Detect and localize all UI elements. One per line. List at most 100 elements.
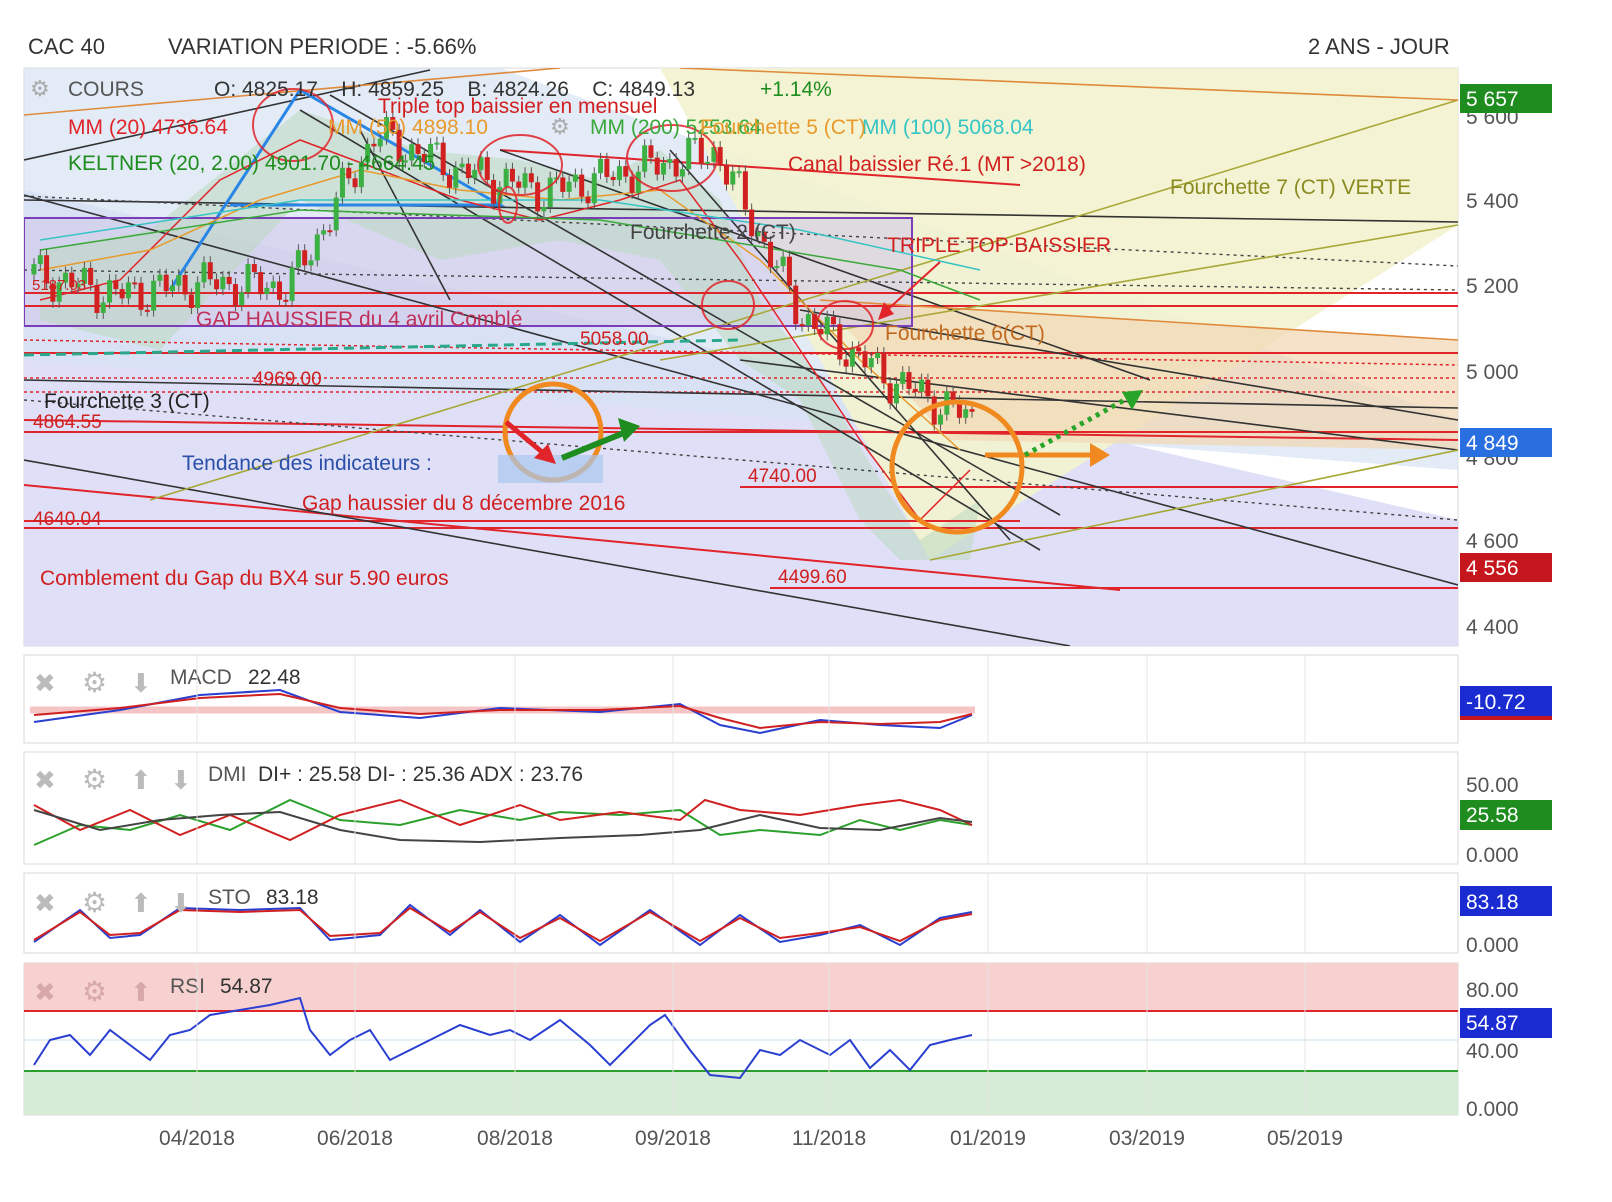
gear-icon[interactable]: ⚙ [82, 764, 107, 795]
candle-body [352, 178, 358, 188]
candle-body [585, 196, 591, 204]
close-icon[interactable]: ✖ [34, 668, 56, 698]
candle-body [768, 241, 774, 268]
candle-body [919, 379, 925, 392]
macd-value: 22.48 [248, 666, 301, 689]
orange-arrow-head [1090, 443, 1110, 467]
candle-body [283, 299, 289, 302]
arrow-down-icon[interactable]: ⬇ [170, 765, 192, 795]
arrow-down-icon[interactable]: ⬇ [130, 668, 152, 698]
candle-body [377, 138, 383, 147]
candle-body [434, 142, 440, 145]
candle-body [295, 250, 301, 268]
candle-body [302, 250, 308, 266]
badge-low [1460, 553, 1552, 582]
candle-body [535, 182, 541, 212]
candle-body [453, 167, 459, 188]
candle-body [698, 137, 704, 164]
candle-body [661, 162, 667, 175]
candle-body [132, 282, 138, 285]
candlesticks [31, 111, 975, 431]
candle-body [868, 357, 874, 368]
mm20-label: MM (20) 4736.64 [68, 116, 228, 139]
candle-body [705, 161, 711, 164]
annotation-level-4969: 4969.00 [253, 369, 322, 390]
close-icon[interactable]: ✖ [34, 765, 56, 795]
annotation-level-4864: 4864.55 [33, 412, 102, 433]
annotation-triple-top-mensuel: Triple top baissier en mensuel [378, 95, 657, 118]
close-icon[interactable]: ✖ [34, 977, 56, 1007]
candle-body [321, 230, 327, 235]
candle-body [459, 163, 465, 168]
dmi-badge [1460, 800, 1552, 830]
candle-body [207, 262, 213, 280]
candle-body [679, 169, 685, 177]
candle-body [314, 234, 320, 261]
time-tick: 04/2018 [159, 1127, 235, 1150]
macd-panel: ✖ ⚙ ⬇ MACD 22.48 -10.72 [23, 654, 1552, 744]
candle-body [428, 143, 434, 163]
candle-body [522, 173, 528, 188]
candle-body [805, 314, 811, 326]
candle-body [365, 143, 371, 163]
arrow-up-icon[interactable]: ⬆ [130, 765, 152, 795]
candle-body [201, 262, 207, 283]
candle-body [421, 153, 427, 163]
annotation-fourchette7: Fourchette 7 (CT) VERTE [1170, 176, 1411, 199]
candle-body [258, 272, 264, 295]
gear-icon[interactable]: ⚙ [550, 114, 570, 139]
time-tick: 05/2019 [1267, 1127, 1343, 1150]
annotation-fourchette6: Fourchette 6(CT) [885, 322, 1045, 345]
arrow-up-icon[interactable]: ⬆ [130, 977, 152, 1007]
candle-body [912, 388, 918, 392]
gear-icon[interactable]: ⚙ [82, 976, 107, 1007]
dmi-label: DMI [208, 763, 247, 786]
price-panel: ⚙ COURS O: 4825.17 H: 4859.25 B: 4824.26… [23, 67, 1552, 647]
candle-body [188, 294, 194, 309]
candle-body [862, 351, 868, 368]
gap-decembre-line [24, 484, 1121, 591]
rsi-label: RSI [170, 975, 205, 998]
badge-high-text: 5 657 [1466, 88, 1519, 111]
annotation-tendance: Tendance des indicateurs : [182, 452, 432, 475]
canal-baissier-line [499, 149, 1021, 186]
candle-body [572, 174, 578, 182]
time-tick: 01/2019 [950, 1127, 1026, 1150]
candle-body [566, 181, 572, 192]
time-axis: 04/2018 06/2018 08/2018 09/2018 11/2018 01/20… [159, 1127, 1343, 1150]
rsi-line [33, 996, 973, 1080]
candle-body [138, 282, 144, 310]
gear-icon[interactable]: ⚙ [30, 76, 50, 101]
gear-icon[interactable]: ⚙ [82, 667, 107, 698]
candle-body [849, 347, 855, 367]
annotation-level-4499: 4499.60 [778, 567, 847, 588]
annotation-level-4740: 4740.00 [748, 466, 817, 487]
candle-body [579, 174, 585, 197]
gear-icon[interactable]: ⚙ [82, 887, 107, 918]
period-selector[interactable]: 2 ANS - JOUR [1308, 34, 1450, 59]
candle-body [37, 255, 43, 265]
time-tick: 08/2018 [477, 1127, 553, 1150]
candle-body [484, 157, 490, 180]
candle-body [969, 409, 975, 412]
red-diagonal-arrow-head [878, 302, 894, 320]
candle-body [69, 272, 75, 288]
candle-body [547, 177, 553, 208]
sto-d-line [33, 906, 973, 943]
candle-body [169, 285, 175, 292]
candle-body [604, 158, 610, 177]
green-dotted-arrow-head [1122, 390, 1143, 410]
arrow-down-icon[interactable]: ⬇ [170, 888, 192, 918]
arrow-up-icon[interactable]: ⬆ [130, 888, 152, 918]
ohlc-values: O: 4825.17 H: 4859.25 B: 4824.26 C: 4849… [214, 78, 695, 101]
close-icon[interactable]: ✖ [34, 888, 56, 918]
candle-body [667, 159, 673, 163]
candle-body [635, 171, 641, 193]
cours-label: COURS [68, 78, 144, 101]
price-tick: 4 400 [1466, 616, 1519, 639]
annotation-fourchette2: Fourchette 2 (CT) [630, 221, 796, 244]
green-arrow-head [618, 418, 640, 442]
candle-body [616, 166, 622, 181]
candle-body [925, 379, 931, 397]
